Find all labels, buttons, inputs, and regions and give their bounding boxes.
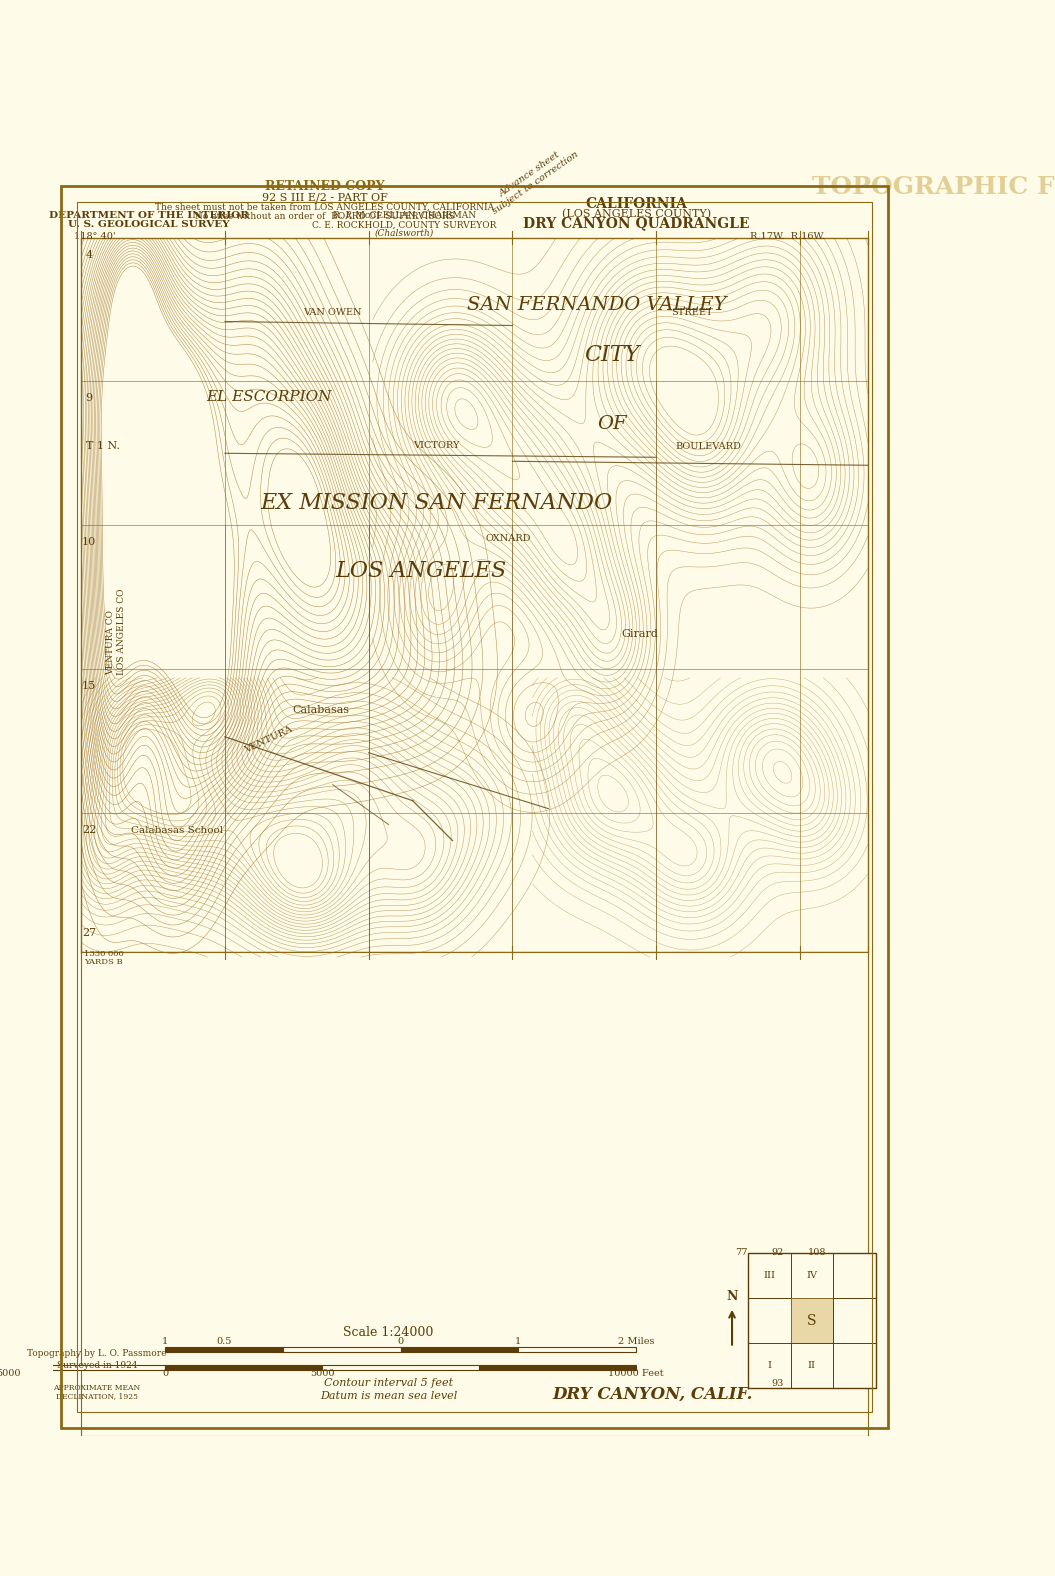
Bar <box>790 1299 833 1343</box>
Text: EL ESCORPION: EL ESCORPION <box>206 391 331 405</box>
Text: STREET: STREET <box>671 309 713 317</box>
Text: C. E. ROCKHOLD, COUNTY SURVEYOR: C. E. ROCKHOLD, COUNTY SURVEYOR <box>312 221 497 229</box>
Text: LOS ANGELES CO: LOS ANGELES CO <box>117 588 126 675</box>
Text: T 1 N.: T 1 N. <box>85 441 120 451</box>
Text: DEPARTMENT OF THE INTERIOR: DEPARTMENT OF THE INTERIOR <box>50 211 249 219</box>
Bar <box>748 1253 876 1388</box>
Text: U. S. GEOLOGICAL SURVEY: U. S. GEOLOGICAL SURVEY <box>69 221 230 229</box>
Text: No atlas without an order of  BOARD OF SUPERVISORS: No atlas without an order of BOARD OF SU… <box>195 213 455 221</box>
Bar <box>283 1347 401 1352</box>
Bar <box>165 1365 322 1370</box>
Bar <box>322 1365 479 1370</box>
Text: S: S <box>807 1313 817 1327</box>
Text: 5000: 5000 <box>0 1368 20 1377</box>
Text: 1: 1 <box>515 1336 521 1346</box>
Text: Datum is mean sea level: Datum is mean sea level <box>320 1390 457 1401</box>
Text: VICTORY: VICTORY <box>414 441 460 449</box>
Text: OXNARD: OXNARD <box>485 534 531 544</box>
Text: R. P. McCLELLAN, CHAIRMAN: R. P. McCLELLAN, CHAIRMAN <box>333 211 476 219</box>
Text: Calabasas: Calabasas <box>292 704 349 716</box>
Text: I: I <box>767 1362 771 1370</box>
Text: 0: 0 <box>398 1336 404 1346</box>
Text: 92 S III E/2 - PART OF: 92 S III E/2 - PART OF <box>262 192 387 202</box>
Text: R.17W.  R.16W.: R.17W. R.16W. <box>750 232 825 241</box>
Text: 4: 4 <box>85 249 93 260</box>
Text: 77: 77 <box>735 1248 748 1258</box>
Bar <box>401 1347 518 1352</box>
Text: 93: 93 <box>772 1379 784 1388</box>
Bar <box>8 1365 165 1370</box>
Text: Calabasas School: Calabasas School <box>131 826 223 835</box>
Text: II: II <box>808 1362 816 1370</box>
Text: LOS ANGELES: LOS ANGELES <box>335 559 506 582</box>
Text: VAN OWEN: VAN OWEN <box>304 309 362 317</box>
Text: 118° 40': 118° 40' <box>74 232 116 241</box>
Text: 9: 9 <box>85 394 93 403</box>
Text: Advance sheet
subject to correction: Advance sheet subject to correction <box>485 140 580 216</box>
Text: 108: 108 <box>808 1248 827 1258</box>
Text: 0: 0 <box>162 1368 168 1377</box>
Text: Contour interval 5 feet: Contour interval 5 feet <box>324 1377 454 1388</box>
Text: OF: OF <box>597 416 627 433</box>
Text: The sheet must not be taken from LOS ANGELES COUNTY, CALIFORNIA: The sheet must not be taken from LOS ANG… <box>155 203 495 211</box>
Text: 1: 1 <box>161 1336 168 1346</box>
Text: 1330 000: 1330 000 <box>83 950 123 958</box>
Text: (LOS ANGELES COUNTY): (LOS ANGELES COUNTY) <box>561 210 711 219</box>
Text: 5000: 5000 <box>310 1368 334 1377</box>
Bar <box>81 952 868 1436</box>
Text: APPROXIMATE MEAN: APPROXIMATE MEAN <box>54 1384 140 1392</box>
Text: DRY CANYON QUADRANGLE: DRY CANYON QUADRANGLE <box>523 216 749 230</box>
Text: Girard: Girard <box>621 629 658 638</box>
Text: TOPOGRAPHIC F: TOPOGRAPHIC F <box>812 175 1055 199</box>
Text: 22: 22 <box>82 824 96 835</box>
Text: 0.5: 0.5 <box>216 1336 232 1346</box>
Bar <box>479 1365 636 1370</box>
Text: 15: 15 <box>82 681 96 690</box>
Text: Topography by L. O. Passmore: Topography by L. O. Passmore <box>27 1349 167 1359</box>
Text: VENTURA: VENTURA <box>244 725 294 755</box>
Text: YARDS B: YARDS B <box>83 958 122 966</box>
Text: DECLINATION, 1925: DECLINATION, 1925 <box>56 1392 138 1399</box>
Text: Surveyed in 1924: Surveyed in 1924 <box>57 1362 137 1371</box>
Text: 2 Miles: 2 Miles <box>618 1336 654 1346</box>
Text: CALIFORNIA: CALIFORNIA <box>586 197 687 211</box>
Bar <box>165 1347 283 1352</box>
Text: CITY: CITY <box>584 345 640 367</box>
Text: SAN FERNANDO VALLEY: SAN FERNANDO VALLEY <box>466 296 726 314</box>
Text: Scale 1:24000: Scale 1:24000 <box>344 1325 434 1338</box>
Text: BOULEVARD: BOULEVARD <box>675 443 741 451</box>
Text: N: N <box>726 1291 737 1303</box>
Text: 27: 27 <box>82 928 96 938</box>
Text: IV: IV <box>806 1270 818 1280</box>
Text: EX MISSION SAN FERNANDO: EX MISSION SAN FERNANDO <box>261 492 613 514</box>
Text: (Chalsworth): (Chalsworth) <box>375 229 435 238</box>
Text: 10: 10 <box>82 537 96 547</box>
Text: RETAINED COPY: RETAINED COPY <box>265 180 385 192</box>
Text: 92: 92 <box>772 1248 784 1258</box>
Text: DRY CANYON, CALIF.: DRY CANYON, CALIF. <box>552 1385 752 1403</box>
Bar <box>518 1347 636 1352</box>
Text: 10000 Feet: 10000 Feet <box>609 1368 664 1377</box>
Bar <box>81 238 868 952</box>
Text: VENTURA CO: VENTURA CO <box>107 610 115 675</box>
Text: III: III <box>764 1270 775 1280</box>
